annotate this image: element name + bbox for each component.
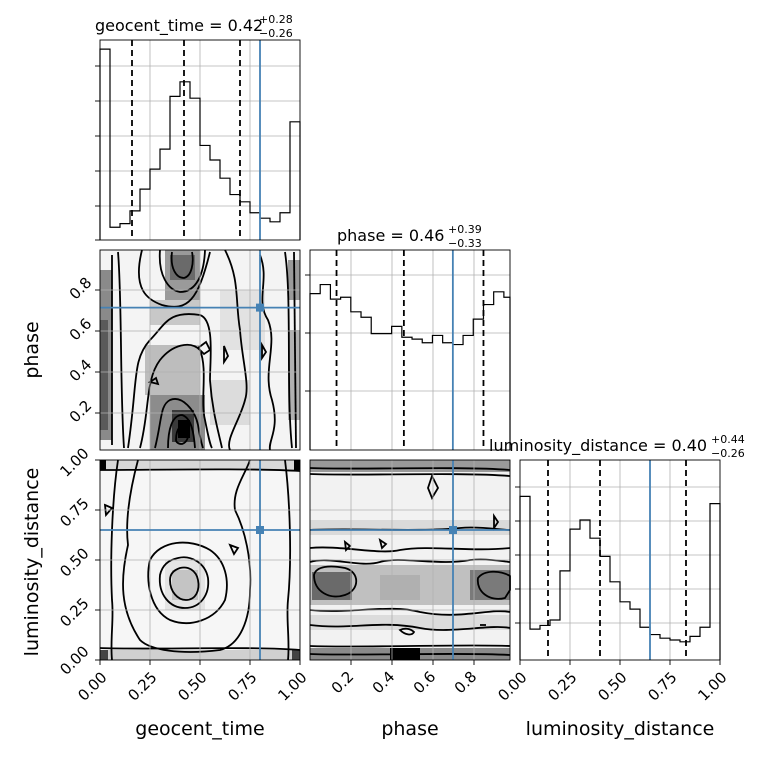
frame-2d-phase-luminosity-distance [309,459,511,661]
hist-geocent-time [99,48,301,240]
frame-2d-geocent-time-phase [99,249,301,451]
hist-phase [309,283,511,450]
xlabel-geocent-time: geocent_time [135,718,264,740]
yticks-hist-phase [305,274,310,392]
quantile-lines-geocent-time [131,40,241,240]
xticks-hist-luminosity-distance: 0.00 0.25 0.50 0.75 1.00 [494,660,731,705]
ytick-ld-0.25: 0.25 [56,594,92,630]
xtick-ld-1.00: 1.00 [694,668,730,704]
contours-geocent-time-phase [111,249,297,451]
frame-2d-geocent-time-luminosity-distance [99,459,301,661]
title-geocent-time: geocent_time = 0.42 [95,16,263,36]
frame-hist-geocent-time [99,39,301,241]
xtick-ld-0.25: 0.25 [544,668,580,704]
truth-point-phase-luminosity-distance [449,526,457,534]
grid-2d-phase-luminosity-distance [310,460,510,660]
hist-luminosity-distance [519,495,721,660]
xtick-phase-0.6: 0.6 [410,668,440,698]
ytick-ld-0.50: 0.50 [56,544,92,580]
xtick-phase-0.8: 0.8 [451,668,481,698]
grid-hist-luminosity-distance [520,460,720,660]
hist-steps-phase [309,283,511,450]
ytick-phase-0.2: 0.2 [66,397,96,427]
grid-2d-geocent-time-luminosity-distance [100,460,300,660]
grid-hist-phase [310,250,510,450]
ytick-ld-0.75: 0.75 [56,494,92,530]
title-minus-luminosity-distance: −0.26 [711,447,745,460]
ylabel-phase: phase [21,321,43,378]
quantile-lines-phase [335,250,485,450]
xtick-gt-0.50: 0.50 [174,668,210,704]
ytick-phase-0.8: 0.8 [66,274,96,304]
yticks-hist-geocent-time [95,65,100,241]
panel-hist-luminosity-distance: 0.00 0.25 0.50 0.75 1.00 luminosity_dist… [489,433,745,740]
panel-2d-phase-luminosity-distance: 0.2 0.4 0.6 0.8 phase [309,459,511,740]
title-plus-geocent-time: +0.28 [259,13,293,26]
title-minus-geocent-time: −0.26 [259,27,293,40]
xtick-ld-0.75: 0.75 [644,668,680,704]
hist-steps-geocent-time [99,48,301,240]
xticks-2d-phase: 0.2 0.4 0.6 0.8 [328,660,481,698]
title-minus-phase: −0.33 [448,237,482,250]
yticks-hist-luminosity-distance [515,486,520,624]
title-phase: phase = 0.46 [337,226,444,245]
ytick-ld-0.00: 0.00 [56,642,92,678]
xtick-phase-0.2: 0.2 [328,668,358,698]
xlabel-luminosity-distance: luminosity_distance [526,718,715,740]
title-luminosity-distance: luminosity_distance = 0.40 [489,436,707,456]
xtick-gt-0.75: 0.75 [224,668,260,704]
xlabel-phase: phase [381,718,438,740]
grid-2d-geocent-time-phase [100,250,300,450]
truth-point-geocent-time-phase [256,303,264,312]
ylabel-luminosity-distance: luminosity_distance [21,468,43,657]
panel-hist-phase: phase = 0.46 +0.39 −0.33 [305,223,511,451]
truth-point-geocent-time-luminosity-distance [256,526,264,534]
panel-2d-geocent-time-luminosity-distance: 1.00 0.75 0.50 0.25 0.00 luminosity_dist… [21,444,311,740]
ytick-ld-1.00: 1.00 [56,444,92,480]
panel-hist-geocent-time: geocent_time = 0.42 +0.28 −0.26 [95,13,301,241]
yticks-2d-phase: 0.8 0.6 0.4 0.2 [66,274,100,427]
ytick-phase-0.4: 0.4 [66,356,96,386]
xticks-2d-geocent-time: 0.00 0.25 0.50 0.75 1.00 [74,660,311,705]
panel-2d-geocent-time-phase: 0.8 0.6 0.4 0.2 phase [21,249,301,451]
yticks-2d-luminosity-distance: 1.00 0.75 0.50 0.25 0.00 [56,444,100,679]
frame-hist-luminosity-distance [519,459,721,661]
xtick-ld-0.00: 0.00 [494,668,530,704]
title-plus-phase: +0.39 [448,223,482,236]
frame-hist-phase [309,249,511,451]
title-plus-luminosity-distance: +0.44 [711,433,745,446]
xtick-gt-0.00: 0.00 [74,668,110,704]
hist-steps-luminosity-distance [519,495,721,660]
xtick-gt-1.00: 1.00 [274,668,310,704]
xtick-phase-0.4: 0.4 [369,668,399,698]
xtick-gt-0.25: 0.25 [124,668,160,704]
quantile-lines-luminosity-distance [547,460,687,660]
ytick-phase-0.6: 0.6 [66,315,96,345]
xtick-ld-0.50: 0.50 [594,668,630,704]
